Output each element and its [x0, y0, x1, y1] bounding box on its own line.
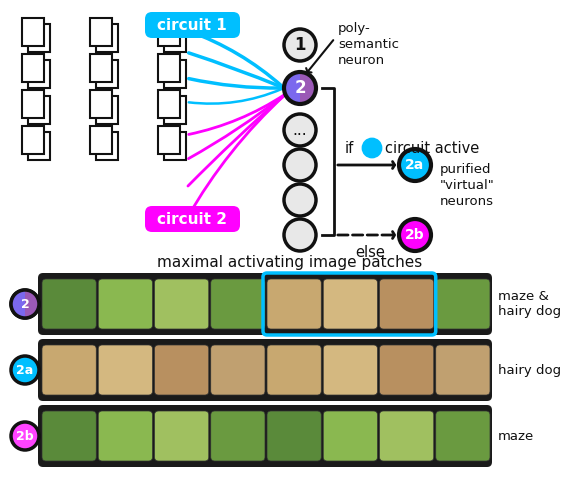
Text: 2: 2: [294, 79, 306, 97]
Text: maze &
hairy dog: maze & hairy dog: [498, 290, 561, 318]
Text: 2: 2: [21, 297, 30, 311]
Wedge shape: [25, 290, 39, 318]
Bar: [90, 54, 112, 82]
Text: poly-
semantic
neuron: poly- semantic neuron: [338, 22, 399, 67]
FancyBboxPatch shape: [154, 411, 209, 461]
FancyBboxPatch shape: [98, 345, 153, 395]
FancyBboxPatch shape: [436, 345, 490, 395]
Bar: [90, 18, 112, 46]
Bar: [164, 60, 186, 88]
FancyBboxPatch shape: [42, 279, 96, 329]
FancyBboxPatch shape: [323, 411, 378, 461]
FancyBboxPatch shape: [323, 345, 378, 395]
Text: maximal activating image patches: maximal activating image patches: [157, 255, 423, 270]
FancyBboxPatch shape: [38, 405, 492, 467]
Circle shape: [363, 139, 381, 157]
FancyBboxPatch shape: [145, 206, 240, 232]
FancyBboxPatch shape: [154, 345, 209, 395]
Bar: [164, 24, 186, 52]
Circle shape: [11, 356, 39, 384]
Circle shape: [284, 29, 316, 61]
Bar: [96, 132, 118, 160]
Bar: [22, 18, 44, 46]
Circle shape: [11, 290, 39, 318]
Text: else: else: [355, 245, 385, 260]
FancyBboxPatch shape: [38, 273, 492, 335]
FancyBboxPatch shape: [323, 279, 378, 329]
Wedge shape: [284, 72, 300, 104]
Bar: [164, 132, 186, 160]
Wedge shape: [11, 290, 25, 318]
Circle shape: [284, 114, 316, 146]
Bar: [164, 96, 186, 124]
Text: if: if: [345, 141, 354, 155]
Text: 1: 1: [294, 36, 306, 54]
FancyBboxPatch shape: [267, 345, 321, 395]
FancyBboxPatch shape: [154, 279, 209, 329]
FancyBboxPatch shape: [379, 345, 434, 395]
Bar: [158, 18, 180, 46]
FancyBboxPatch shape: [42, 345, 96, 395]
Text: 2b: 2b: [405, 228, 425, 242]
FancyBboxPatch shape: [436, 279, 490, 329]
Bar: [96, 96, 118, 124]
Text: 2: 2: [21, 297, 30, 311]
FancyBboxPatch shape: [211, 279, 265, 329]
FancyBboxPatch shape: [98, 411, 153, 461]
Wedge shape: [300, 72, 316, 104]
Circle shape: [284, 219, 316, 251]
Text: ...: ...: [293, 122, 307, 138]
Bar: [28, 24, 50, 52]
Text: 2a: 2a: [16, 364, 34, 376]
Circle shape: [284, 184, 316, 216]
Bar: [22, 90, 44, 118]
Text: circuit active: circuit active: [385, 141, 479, 155]
Text: maze: maze: [498, 430, 534, 442]
Bar: [158, 90, 180, 118]
Bar: [28, 60, 50, 88]
FancyBboxPatch shape: [436, 411, 490, 461]
Bar: [28, 132, 50, 160]
Text: 2a: 2a: [405, 158, 425, 172]
Bar: [96, 60, 118, 88]
FancyBboxPatch shape: [379, 411, 434, 461]
Bar: [158, 54, 180, 82]
Circle shape: [11, 422, 39, 450]
Text: purified
"virtual"
neurons: purified "virtual" neurons: [440, 163, 495, 207]
FancyBboxPatch shape: [211, 345, 265, 395]
Bar: [90, 126, 112, 154]
FancyBboxPatch shape: [379, 279, 434, 329]
Bar: [28, 96, 50, 124]
FancyBboxPatch shape: [211, 411, 265, 461]
Circle shape: [399, 149, 431, 181]
Bar: [22, 126, 44, 154]
FancyBboxPatch shape: [38, 339, 492, 401]
Text: circuit 1: circuit 1: [157, 18, 227, 32]
FancyBboxPatch shape: [98, 279, 153, 329]
FancyBboxPatch shape: [145, 12, 240, 38]
FancyBboxPatch shape: [267, 279, 321, 329]
Text: circuit 2: circuit 2: [157, 212, 227, 226]
Circle shape: [399, 219, 431, 251]
Text: hairy dog: hairy dog: [498, 364, 561, 376]
FancyBboxPatch shape: [42, 411, 96, 461]
Bar: [22, 54, 44, 82]
Text: 2b: 2b: [16, 430, 34, 442]
Bar: [90, 90, 112, 118]
Bar: [96, 24, 118, 52]
Circle shape: [284, 149, 316, 181]
Bar: [158, 126, 180, 154]
FancyBboxPatch shape: [267, 411, 321, 461]
